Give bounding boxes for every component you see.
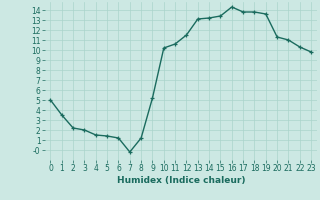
X-axis label: Humidex (Indice chaleur): Humidex (Indice chaleur) <box>116 176 245 185</box>
